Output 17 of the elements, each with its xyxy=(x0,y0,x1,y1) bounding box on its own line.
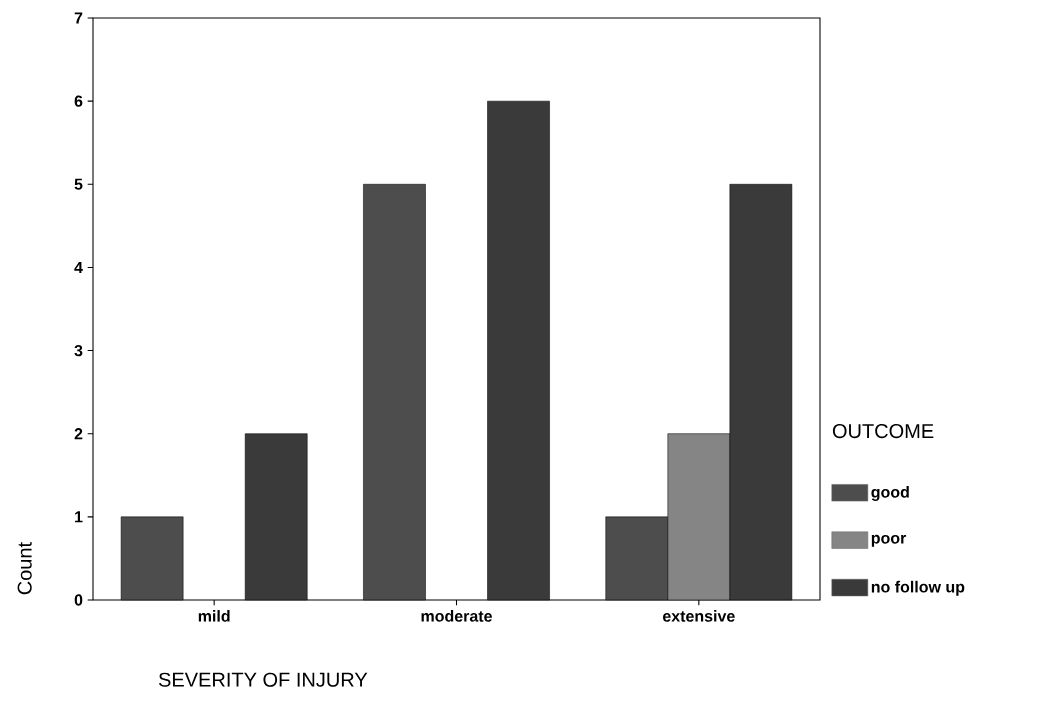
y-tick-label: 3 xyxy=(74,344,83,357)
y-tick-label: 1 xyxy=(75,511,83,523)
y-axis-title: Count xyxy=(17,542,32,595)
x-axis-title: SEVERITY OF INJURY xyxy=(158,672,368,687)
y-tick-label: 6 xyxy=(74,95,83,107)
legend-title: OUTCOME xyxy=(832,423,934,439)
y-tick-label: 4 xyxy=(74,261,83,273)
x-tick-label: mild xyxy=(198,610,230,622)
legend-label: poor xyxy=(871,534,907,547)
x-tick-label: extensive xyxy=(662,610,735,622)
y-tick-label: 2 xyxy=(74,428,83,440)
legend-label: no follow up xyxy=(871,580,965,596)
x-tick-label: moderate xyxy=(421,610,492,622)
legend-label: good xyxy=(871,485,909,501)
y-tick-label: 0 xyxy=(74,594,83,606)
y-tick-label: 5 xyxy=(74,178,83,190)
y-tick-label: 7 xyxy=(74,12,83,24)
